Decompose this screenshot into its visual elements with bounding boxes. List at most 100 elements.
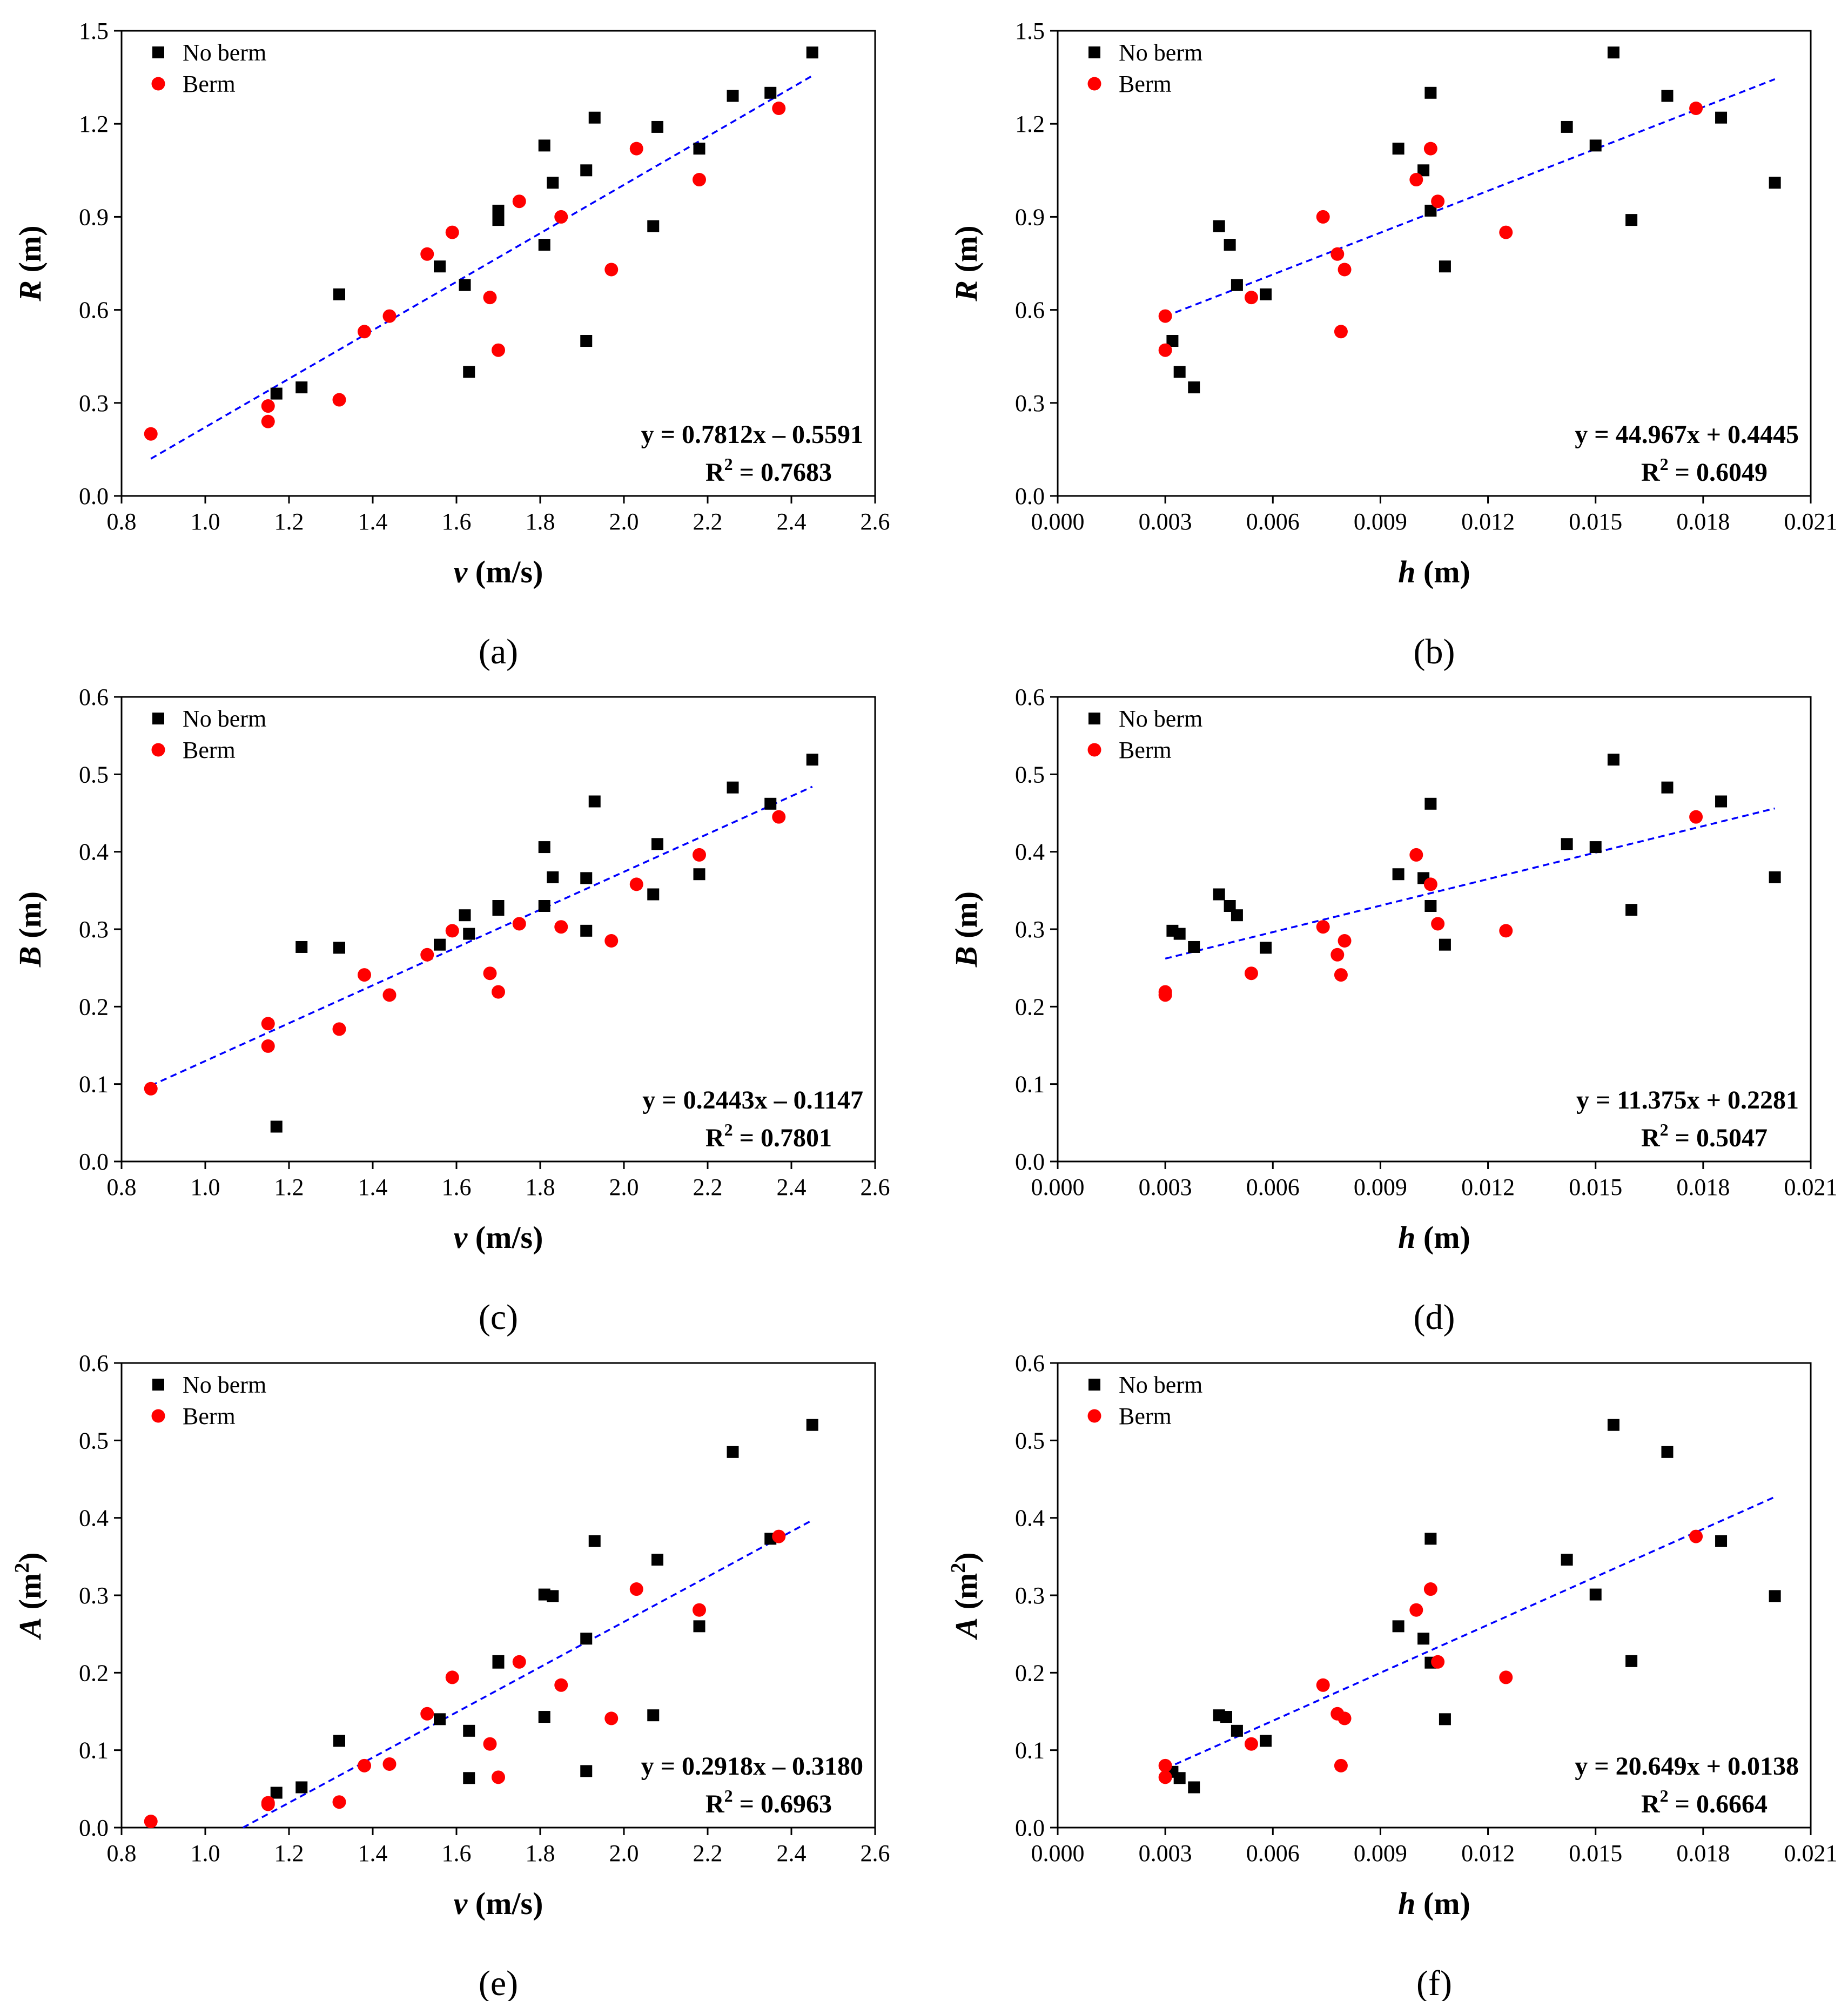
berm-point bbox=[492, 343, 505, 357]
x-tick-label: 0.012 bbox=[1461, 1174, 1515, 1200]
berm-point bbox=[382, 988, 397, 1002]
berm-point bbox=[420, 948, 434, 962]
x-axis-unit: (m) bbox=[1415, 1220, 1470, 1255]
no-berm-point bbox=[547, 177, 559, 189]
no-berm-point bbox=[1231, 279, 1243, 291]
panel-d: 0.000 0.003 0.006 0.009 0.012 0.015 0.018 0.021… bbox=[949, 684, 1838, 1337]
no-berm-point bbox=[651, 838, 663, 850]
legend-no-berm-marker bbox=[152, 46, 164, 58]
no-berm-point bbox=[806, 46, 818, 59]
no-berm-point bbox=[647, 1709, 660, 1722]
berm-point bbox=[445, 225, 459, 239]
legend-berm-marker bbox=[1087, 77, 1101, 91]
y-axis-unit-close: ) bbox=[12, 1552, 48, 1562]
no-berm-point bbox=[1625, 904, 1638, 916]
berm-point bbox=[1409, 173, 1423, 187]
x-tick-label: 0.003 bbox=[1139, 508, 1192, 535]
trend-line bbox=[150, 75, 813, 460]
no-berm-point bbox=[333, 288, 345, 300]
berm-point bbox=[629, 1582, 643, 1596]
y-tick-label: 1.2 bbox=[1015, 111, 1045, 137]
legend-berm-marker bbox=[1087, 1409, 1101, 1423]
x-tick-label: 0.009 bbox=[1354, 508, 1407, 535]
no-berm-point bbox=[693, 868, 705, 881]
y-tick-label: 0.5 bbox=[1015, 1427, 1045, 1454]
x-tick-label: 0.021 bbox=[1784, 1174, 1838, 1200]
berm-point bbox=[261, 1039, 275, 1053]
panel-label: (a) bbox=[479, 632, 518, 672]
x-tick-label: 0.8 bbox=[107, 1840, 137, 1866]
y-tick-label: 1.2 bbox=[79, 111, 109, 137]
legend-no-berm-marker bbox=[152, 713, 164, 724]
y-axis-unit: (m) bbox=[12, 891, 48, 946]
berm-point bbox=[261, 399, 275, 413]
no-berm-point bbox=[1224, 900, 1236, 912]
no-berm-point bbox=[1224, 239, 1236, 251]
r-squared-value: = 0.6664 bbox=[1669, 1790, 1768, 1818]
no-berm-point bbox=[580, 1633, 593, 1645]
y-tick-label: 0.4 bbox=[79, 1505, 109, 1532]
legend-berm-label: Berm bbox=[1119, 1403, 1172, 1429]
x-tick-label: 0.009 bbox=[1354, 1840, 1407, 1866]
y-axis-variable: R bbox=[949, 280, 984, 302]
x-tick-label: 2.2 bbox=[693, 1840, 723, 1866]
berm-point bbox=[1499, 1670, 1513, 1684]
trend-line bbox=[1165, 807, 1776, 960]
no-berm-point bbox=[1424, 1533, 1437, 1545]
x-tick-label: 1.4 bbox=[358, 1840, 388, 1866]
y-axis-unit-close: ) bbox=[949, 1552, 984, 1562]
berm-point bbox=[1423, 877, 1437, 891]
no-berm-point bbox=[1715, 1535, 1728, 1547]
no-berm-point bbox=[538, 139, 550, 152]
no-berm-point bbox=[1607, 46, 1619, 59]
legend-no-berm-label: No berm bbox=[1119, 706, 1202, 732]
berm-point bbox=[772, 102, 786, 115]
x-axis-variable: h bbox=[1398, 1220, 1415, 1255]
berm-point bbox=[604, 263, 619, 277]
no-berm-point bbox=[434, 938, 446, 951]
berm-point bbox=[1431, 194, 1445, 209]
legend-berm-label: Berm bbox=[183, 737, 236, 763]
no-berm-point bbox=[1589, 139, 1602, 152]
berm-point bbox=[554, 1678, 568, 1692]
panel-f: 0.000 0.003 0.006 0.009 0.012 0.015 0.018 0.021… bbox=[947, 1350, 1838, 2001]
panel-b: 0.000 0.003 0.006 0.009 0.012 0.015 0.018 0.021… bbox=[949, 18, 1838, 672]
regression-equation: y = 20.649x + 0.0138 bbox=[1575, 1752, 1799, 1781]
berm-point bbox=[144, 427, 158, 441]
x-tick-label: 0.012 bbox=[1461, 1840, 1515, 1866]
x-axis-title: h (m) bbox=[1398, 1886, 1470, 1921]
berm-point bbox=[693, 1603, 706, 1617]
r-squared-value: = 0.7683 bbox=[733, 458, 832, 487]
berm-point bbox=[1316, 920, 1330, 934]
no-berm-point bbox=[1417, 1633, 1430, 1645]
no-berm-point bbox=[538, 239, 550, 251]
legend-berm-label: Berm bbox=[1119, 71, 1172, 97]
no-berm-point bbox=[463, 366, 475, 378]
berm-point bbox=[144, 1815, 158, 1829]
berm-point bbox=[261, 1017, 275, 1031]
no-berm-point bbox=[1220, 1711, 1232, 1723]
no-berm-point bbox=[1188, 381, 1200, 394]
no-berm-point bbox=[547, 871, 559, 883]
y-tick-label: 0.6 bbox=[1015, 297, 1045, 324]
no-berm-point bbox=[459, 909, 471, 922]
r-squared-superscript: 2 bbox=[1660, 454, 1669, 474]
y-axis-unit-superscript: 2 bbox=[11, 1563, 33, 1573]
x-tick-label: 1.4 bbox=[358, 508, 388, 535]
berm-point bbox=[492, 1770, 505, 1784]
y-tick-label: 0.0 bbox=[1015, 483, 1045, 509]
berm-point bbox=[772, 1529, 786, 1543]
x-tick-label: 0.006 bbox=[1246, 1174, 1300, 1200]
no-berm-point bbox=[1213, 220, 1225, 232]
x-axis-variable: v bbox=[454, 1886, 468, 1921]
x-tick-label: 2.2 bbox=[693, 1174, 723, 1200]
x-tick-label: 0.015 bbox=[1569, 508, 1622, 535]
no-berm-point bbox=[1661, 781, 1674, 794]
berm-point bbox=[144, 1082, 158, 1096]
no-berm-point bbox=[1260, 1735, 1272, 1747]
berm-point bbox=[332, 393, 346, 407]
y-tick-label: 0.3 bbox=[79, 916, 109, 943]
berm-point bbox=[1158, 1770, 1172, 1784]
x-tick-label: 0.003 bbox=[1139, 1174, 1192, 1200]
no-berm-point bbox=[580, 872, 593, 884]
